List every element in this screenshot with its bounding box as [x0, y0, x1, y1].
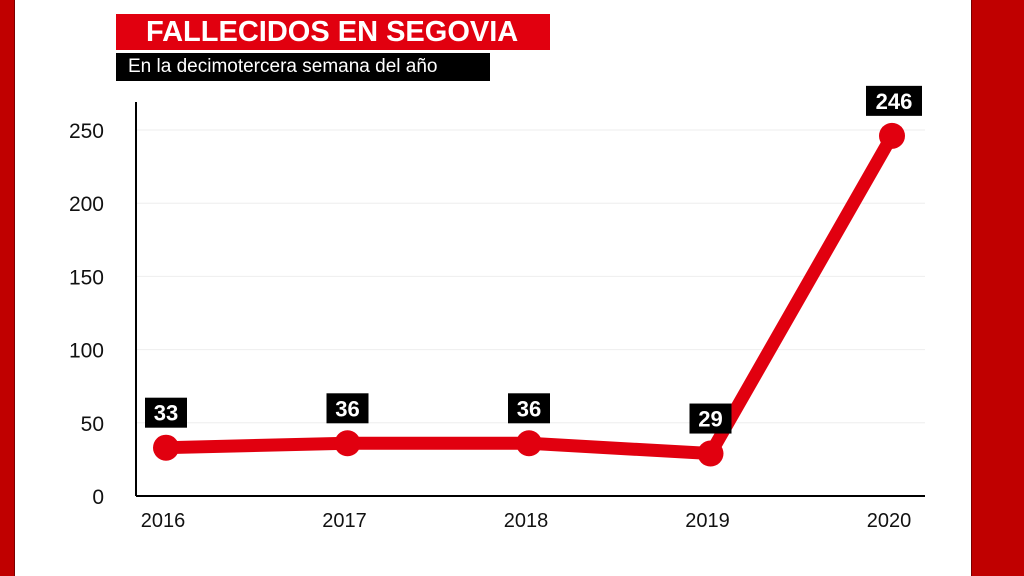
y-tick-label: 0	[92, 486, 104, 509]
data-label-text: 246	[876, 89, 913, 114]
data-label-text: 33	[154, 401, 178, 426]
right-frame-bar	[972, 0, 1024, 576]
data-point-marker	[516, 430, 542, 457]
data-label-box	[508, 393, 550, 424]
data-label-text: 36	[517, 396, 541, 421]
x-tick-label: 2019	[685, 510, 730, 532]
data-label-box	[689, 403, 732, 434]
right-frame-edge	[971, 0, 972, 576]
chart-title: FALLECIDOS EN SEGOVIA	[116, 14, 550, 50]
data-label-text: 29	[698, 407, 722, 432]
x-tick-labels: 2016 2017 2018 2019 2020	[141, 510, 912, 532]
data-point-marker	[153, 434, 179, 461]
data-series	[153, 122, 905, 467]
data-label: 29	[689, 403, 732, 434]
data-label-text: 36	[335, 396, 359, 421]
y-tick-label: 250	[69, 120, 104, 143]
x-tick-label: 2018	[504, 510, 549, 532]
x-tick-label: 2017	[322, 510, 367, 532]
chart-subtitle: En la decimotercera semana del año	[116, 53, 490, 81]
data-label: 246	[866, 85, 922, 116]
data-point-marker	[879, 122, 905, 149]
axes	[135, 102, 925, 497]
y-tick-label: 150	[69, 266, 104, 289]
data-label: 36	[508, 393, 550, 424]
data-point-marker	[697, 440, 724, 467]
data-label: 36	[326, 393, 369, 424]
y-tick-label: 100	[69, 340, 104, 363]
data-label: 33	[145, 397, 187, 428]
y-tick-labels: 0 50 100 150 200 250	[69, 120, 104, 509]
y-tick-label: 200	[69, 193, 104, 216]
data-point-marker	[334, 430, 361, 457]
left-frame-edge	[14, 0, 15, 576]
y-tick-label: 50	[81, 413, 104, 436]
x-tick-label: 2020	[867, 510, 912, 532]
data-label-box	[326, 393, 369, 424]
data-labels: 33 36 36 29 246	[145, 85, 922, 434]
x-tick-label: 2016	[141, 510, 186, 532]
left-frame-bar	[0, 0, 14, 576]
data-label-box	[145, 397, 187, 428]
data-label-box	[866, 85, 922, 116]
